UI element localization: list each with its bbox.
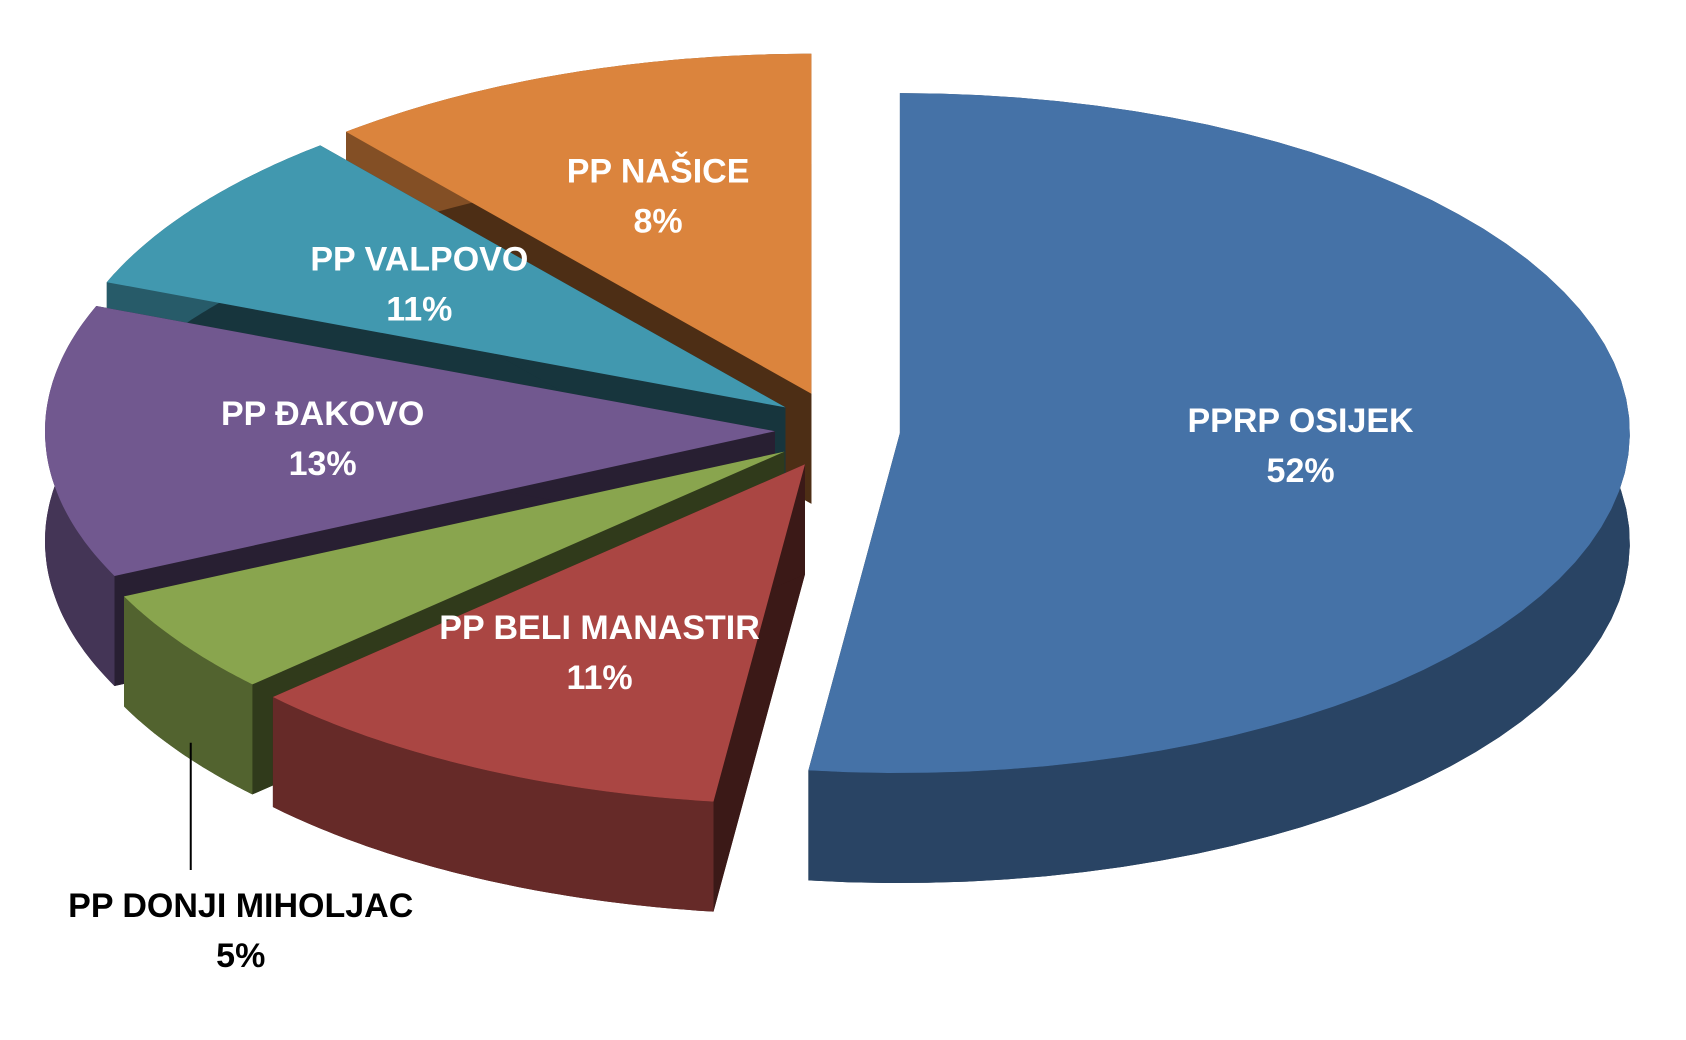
value-label: 11% (386, 290, 452, 328)
pie-slice (272, 464, 805, 912)
category-label: PP NAŠICE (567, 151, 750, 190)
slice-top (808, 93, 1630, 774)
slice-top (346, 53, 812, 394)
pie-slice (808, 93, 1630, 884)
category-label: PP DONJI MIHOLJAC (68, 887, 413, 925)
slice-side (272, 697, 714, 912)
value-label: 13% (289, 445, 357, 483)
slice-top (45, 306, 775, 576)
category-label: PPRP OSIJEK (1187, 402, 1414, 440)
value-label: 5% (216, 937, 265, 975)
slice-top (106, 145, 786, 408)
slice-top (124, 451, 785, 685)
category-label: PP VALPOVO (310, 240, 528, 278)
value-label: 52% (1267, 452, 1335, 490)
category-label: PP BELI MANASTIR (439, 609, 760, 647)
value-label: 8% (633, 202, 682, 240)
category-label: PP ĐAKOVO (221, 395, 424, 433)
value-label: 11% (566, 659, 632, 697)
slice-top (272, 464, 805, 802)
slice-side (124, 596, 253, 795)
